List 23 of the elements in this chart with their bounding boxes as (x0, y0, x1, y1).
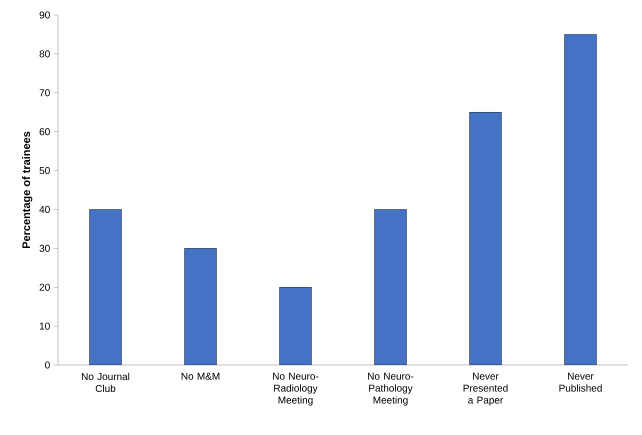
x-tick-label: No Neuro-Radiology Meeting (273, 372, 318, 406)
bar (469, 112, 502, 365)
y-tick-label: 70 (40, 89, 50, 96)
y-tick-label: 30 (40, 244, 50, 252)
bar (279, 287, 312, 365)
x-tick-label: Never Published (559, 372, 602, 392)
x-tick-label: No Journal Club (82, 372, 130, 392)
y-tick-label: 10 (40, 322, 50, 330)
y-tick-label: 0 (45, 361, 50, 369)
y-axis-title: Percentage of trainees (22, 132, 32, 248)
y-tick-label: 40 (39, 206, 50, 213)
y-tick-label: 50 (40, 167, 50, 174)
y-tick-label: 60 (40, 128, 50, 136)
x-tick-label: Never Presented a Paper (464, 372, 508, 406)
y-tick-label: 90 (40, 11, 50, 19)
x-tick-label: No M&M (182, 372, 220, 380)
bar (374, 209, 407, 365)
x-tick-label: No Neuro-Pathology Meeting (368, 372, 414, 406)
y-tick-label: 80 (40, 50, 50, 58)
y-tick-label: 20 (40, 284, 50, 291)
bar (184, 248, 217, 365)
bar (564, 34, 597, 365)
bar (89, 209, 122, 365)
